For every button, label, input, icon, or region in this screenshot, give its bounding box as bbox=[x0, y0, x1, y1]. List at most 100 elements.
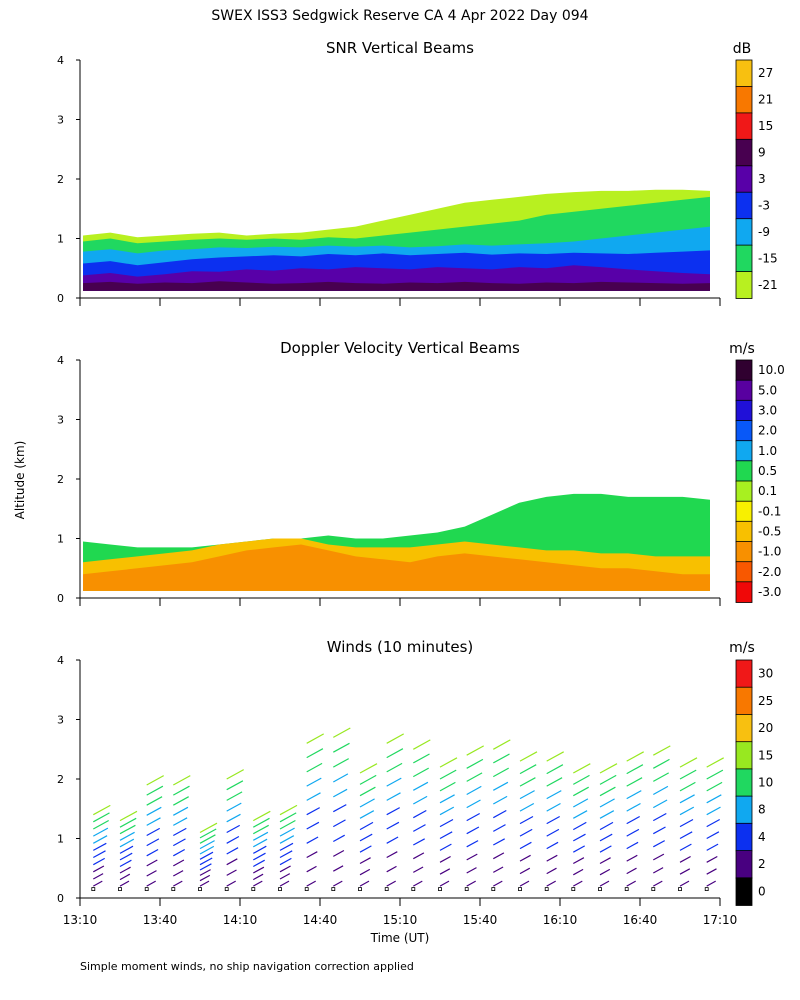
surface-marker bbox=[278, 887, 282, 891]
wind-barb bbox=[279, 842, 294, 851]
wind-barb bbox=[386, 865, 397, 873]
wind-barb bbox=[386, 821, 400, 830]
wind-barb bbox=[466, 772, 483, 782]
wind-barb bbox=[279, 835, 295, 844]
wind-barb bbox=[306, 851, 318, 859]
wind-barb bbox=[466, 880, 476, 887]
wind-barb bbox=[226, 847, 239, 855]
wind-barb bbox=[706, 818, 720, 828]
wind-barb bbox=[626, 777, 643, 787]
wind-barb bbox=[146, 817, 161, 826]
surface-marker bbox=[651, 887, 656, 891]
wind-barb bbox=[413, 809, 427, 819]
colorbar-swatch bbox=[735, 714, 753, 743]
colorbar-swatch bbox=[735, 420, 753, 442]
wind-barb bbox=[439, 843, 452, 851]
wind-barb bbox=[146, 775, 164, 786]
y-tick-label: 1 bbox=[57, 233, 64, 246]
surface-marker bbox=[171, 887, 176, 891]
wind-barb bbox=[626, 867, 637, 875]
wind-barb bbox=[599, 880, 610, 887]
wind-barb bbox=[199, 869, 211, 876]
wind-barb bbox=[306, 836, 319, 844]
surface-marker bbox=[331, 887, 336, 891]
colorbar-label: 21 bbox=[758, 93, 773, 107]
colorbar-label: 2.0 bbox=[758, 424, 777, 438]
wind-barb bbox=[333, 788, 348, 798]
wind-barb bbox=[279, 857, 292, 866]
colorbar-label: 27 bbox=[758, 66, 773, 80]
wind-barb bbox=[199, 857, 213, 866]
surface-marker bbox=[118, 887, 122, 891]
wind-barb bbox=[653, 853, 665, 861]
y-tick-label: 2 bbox=[57, 773, 64, 786]
wind-barb bbox=[173, 880, 183, 887]
wind-barb bbox=[226, 780, 244, 791]
wind-barb bbox=[466, 745, 484, 756]
wind-barb bbox=[653, 758, 670, 769]
wind-barb bbox=[226, 813, 241, 823]
wind-barb bbox=[626, 815, 640, 825]
colorbar-swatch bbox=[735, 379, 753, 402]
y-tick-label: 0 bbox=[57, 292, 64, 305]
wind-barb bbox=[386, 777, 402, 787]
surface-marker bbox=[384, 887, 389, 891]
y-tick-label: 4 bbox=[57, 54, 64, 67]
wind-barb bbox=[146, 796, 163, 806]
colorbar-label: -3.0 bbox=[758, 585, 781, 599]
panel-3-unit: m/s bbox=[729, 640, 755, 656]
surface-marker bbox=[224, 887, 229, 891]
wind-barb bbox=[679, 818, 694, 828]
wind-barb bbox=[386, 733, 404, 744]
wind-barb bbox=[413, 781, 429, 791]
wind-barb bbox=[253, 880, 263, 887]
wind-barb bbox=[466, 840, 479, 848]
colorbar-label: 4 bbox=[758, 830, 766, 844]
colorbar-swatch bbox=[735, 480, 753, 503]
wind-barb bbox=[199, 840, 215, 850]
wind-barb bbox=[493, 795, 508, 805]
surface-marker bbox=[544, 887, 549, 891]
wind-barb bbox=[386, 880, 396, 887]
wind-barb bbox=[146, 827, 160, 837]
wind-barb bbox=[653, 826, 666, 835]
wind-barb bbox=[519, 828, 533, 837]
wind-barb bbox=[279, 827, 295, 837]
wind-barb bbox=[226, 858, 238, 866]
wind-barb bbox=[546, 802, 561, 812]
wind-barb bbox=[439, 794, 455, 804]
wind-barb bbox=[679, 769, 697, 780]
wind-barb bbox=[599, 857, 611, 865]
wind-barb bbox=[199, 822, 218, 834]
wind-barb bbox=[493, 781, 509, 791]
wind-barb bbox=[573, 880, 583, 887]
wind-barb bbox=[199, 845, 215, 855]
wind-barb bbox=[146, 859, 158, 867]
wind-barb bbox=[413, 852, 425, 860]
wind-barb bbox=[546, 841, 559, 850]
panel-2-title: Doppler Velocity Vertical Beams bbox=[280, 339, 520, 357]
x-tick-label: 16:10 bbox=[543, 913, 578, 927]
wind-barb bbox=[359, 868, 371, 876]
colorbar-swatch bbox=[735, 112, 753, 141]
wind-barb bbox=[706, 769, 724, 780]
wind-barb bbox=[439, 868, 451, 875]
wind-barb bbox=[119, 838, 135, 848]
wind-barb bbox=[599, 798, 615, 808]
wind-barb bbox=[226, 880, 236, 887]
wind-barb bbox=[253, 873, 264, 881]
wind-barb bbox=[253, 852, 266, 861]
wind-barb bbox=[546, 880, 556, 887]
wind-barb bbox=[546, 764, 564, 775]
wind-barb bbox=[653, 799, 668, 809]
wind-barb bbox=[626, 841, 639, 850]
wind-barb bbox=[493, 809, 507, 819]
wind-barb bbox=[466, 826, 480, 835]
colorbar-label: 15 bbox=[758, 748, 773, 762]
colorbar-label: -0.5 bbox=[758, 524, 781, 538]
wind-barb bbox=[253, 824, 269, 835]
wind-barb bbox=[226, 835, 240, 844]
surface-marker bbox=[198, 887, 202, 891]
colorbar-label: 10 bbox=[758, 776, 773, 790]
colorbar-label: -0.1 bbox=[758, 504, 781, 518]
